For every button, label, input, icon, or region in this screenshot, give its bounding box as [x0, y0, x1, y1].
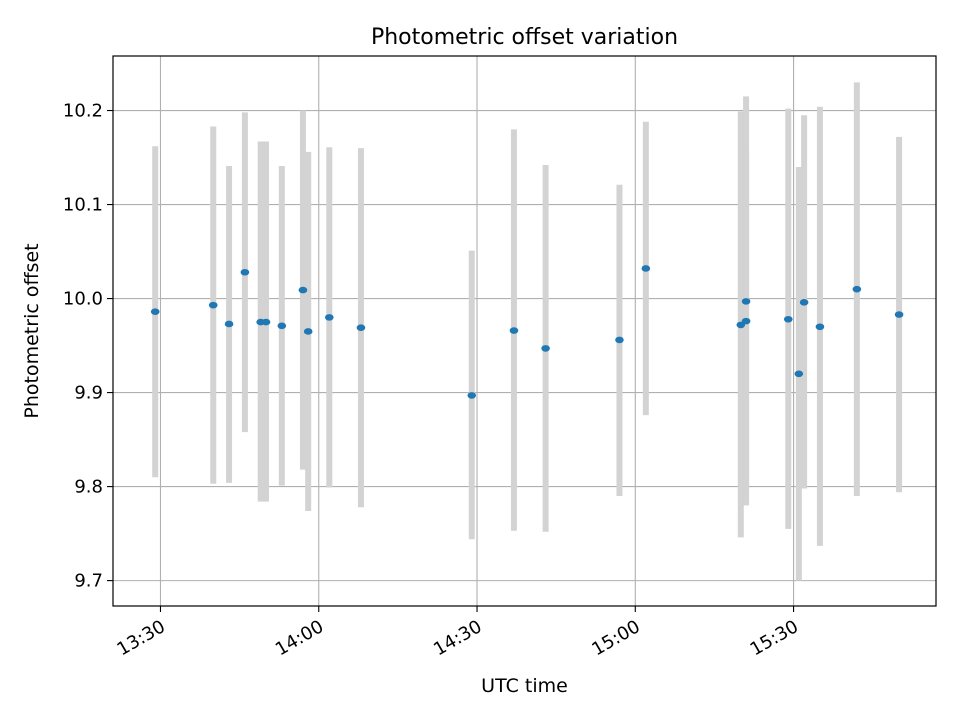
x-tick-label: 15:00: [588, 616, 643, 660]
data-point: [240, 268, 250, 276]
data-point: [208, 301, 218, 309]
data-point: [277, 322, 287, 330]
y-tick-label: 10.0: [63, 289, 103, 310]
data-points: [150, 265, 904, 399]
ticks: 13:30 14:00 14:30 15:00 15:30 9.7 9.8 9.9 10.0 10…: [63, 101, 802, 661]
data-point: [541, 345, 550, 352]
data-point: [741, 298, 751, 305]
x-tick-label: 15:30: [747, 616, 802, 660]
data-point: [783, 315, 793, 323]
data-point: [741, 317, 751, 325]
data-point: [467, 392, 477, 399]
errorbars: [152, 82, 903, 581]
data-point: [815, 323, 825, 331]
data-point: [261, 318, 271, 326]
y-tick-label: 10.2: [63, 101, 103, 122]
data-point: [325, 314, 334, 321]
y-axis-label: Photometric offset: [21, 243, 43, 418]
data-point: [356, 324, 366, 332]
axes-frame: [112, 55, 937, 607]
y-tick-label: 9.8: [74, 477, 103, 498]
x-tick-label: 13:30: [114, 616, 169, 660]
data-point: [509, 327, 519, 334]
x-tick-label: 14:30: [430, 616, 485, 660]
data-point: [615, 336, 624, 344]
data-point: [150, 308, 160, 316]
chart-title: Photometric offset variation: [371, 25, 678, 50]
y-tick-label: 10.1: [63, 195, 103, 216]
data-point: [894, 311, 904, 318]
y-tick-label: 9.7: [74, 571, 103, 592]
data-point: [298, 286, 308, 294]
x-tick-label: 14:00: [272, 616, 327, 660]
x-axis-label: UTC time: [481, 675, 568, 697]
data-point: [641, 265, 651, 272]
y-tick-label: 9.9: [74, 383, 103, 404]
data-point: [794, 370, 804, 378]
grid: [113, 56, 936, 606]
data-point: [224, 320, 234, 328]
data-point: [852, 285, 862, 293]
data-point: [799, 299, 809, 306]
data-point: [303, 328, 313, 335]
